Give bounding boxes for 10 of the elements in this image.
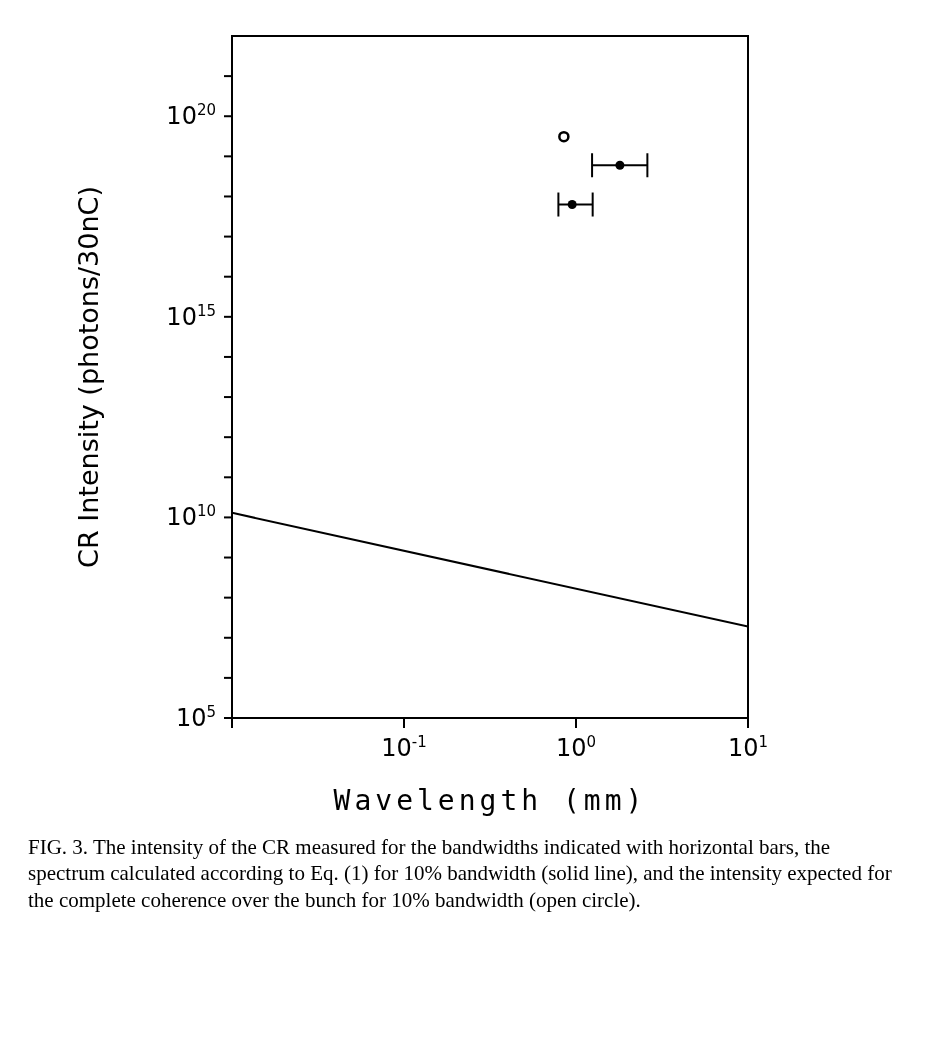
y-tick-label: 10$^{15}$ — [166, 301, 216, 331]
x-tick-label: 10$^{0}$ — [555, 733, 597, 762]
x-tick-label: 10$^{1}$ — [727, 733, 769, 762]
x-tick-label: 10$^{-1}$ — [381, 733, 427, 762]
y-axis-title: CR Intensity (photons/30nC) — [72, 186, 104, 568]
y-tick-label: 10$^{10}$ — [166, 502, 216, 532]
y-tick-label: 10$^{5}$ — [175, 703, 216, 732]
y-tick-label: 10$^{20}$ — [166, 101, 216, 131]
x-axis-title: Wavelength (mm) — [333, 784, 647, 817]
caption: FIG. 3. The intensity of the CR measured for the bandwidths indicated with horizontal bars, the spectrum calculated according to Eq. (1) for 10% bandwidth (solid line), and the intensity expected for the complete coherence over the bunch for 10% bandwidth (open circle). — [28, 834, 893, 913]
